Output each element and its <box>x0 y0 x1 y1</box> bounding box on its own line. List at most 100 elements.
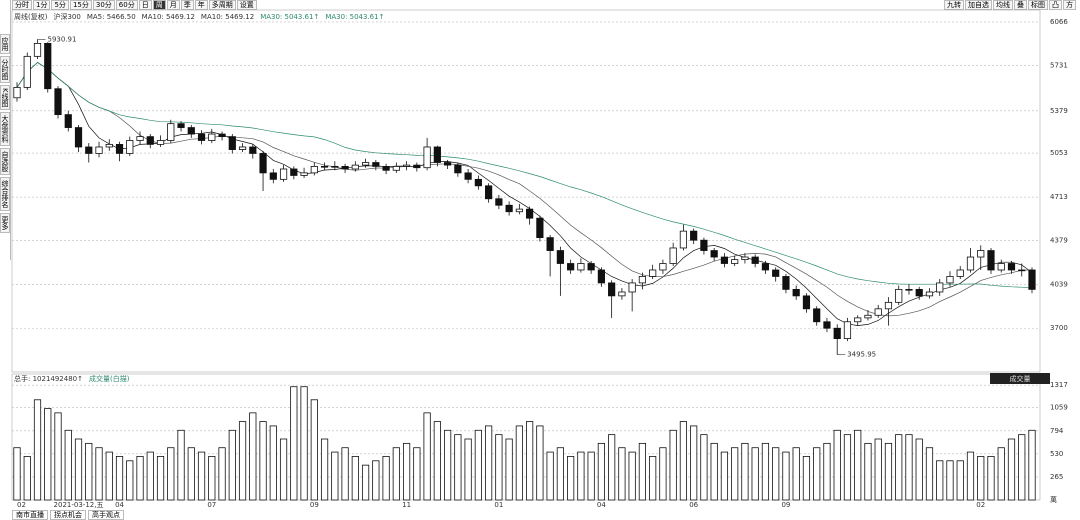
side-tab[interactable]: K线图 <box>0 85 10 110</box>
legend-item: MA10: 5469.12 <box>142 13 195 21</box>
volume-bar <box>320 438 329 501</box>
side-tab[interactable]: 综合排名 <box>0 176 10 211</box>
period-button[interactable]: 周 <box>152 0 166 10</box>
tool-button[interactable]: 标图 <box>1028 0 1048 10</box>
volume-bar <box>813 447 821 501</box>
candle-body <box>659 263 667 271</box>
candle-body <box>13 87 21 99</box>
volume-bar <box>638 442 647 501</box>
side-tab[interactable]: 分时图 <box>0 56 10 83</box>
volume-bar <box>300 386 308 501</box>
tool-button[interactable]: 加自选 <box>965 0 992 10</box>
volume-bar <box>197 451 206 501</box>
volume-bar <box>1007 438 1016 501</box>
period-button[interactable]: 季 <box>180 0 194 10</box>
volume-bar <box>895 434 903 501</box>
volume-bar <box>218 447 226 501</box>
candle-body <box>454 164 462 174</box>
candle-body <box>669 247 677 264</box>
period-button[interactable]: 设置 <box>236 0 257 10</box>
volume-bar <box>833 429 841 501</box>
volume-bar <box>556 447 564 501</box>
volume-bar <box>772 447 780 501</box>
volume-bar <box>884 442 893 501</box>
period-button[interactable]: 日 <box>138 0 152 10</box>
candle-body <box>115 143 124 154</box>
volume-bar <box>649 456 657 501</box>
volume-bar <box>659 447 667 501</box>
period-button[interactable]: 多周期 <box>208 0 236 10</box>
volume-selector[interactable] <box>990 373 1050 384</box>
side-tab[interactable]: 应用 <box>0 34 10 54</box>
candle-body <box>751 256 759 264</box>
candle-body <box>33 43 42 57</box>
volume-bar <box>1028 429 1036 501</box>
period-button[interactable]: 年 <box>194 0 208 10</box>
candle-body <box>433 146 441 163</box>
candle-body <box>310 166 318 174</box>
candle-body <box>228 136 236 150</box>
volume-bar <box>761 442 770 501</box>
candle-body <box>177 123 185 128</box>
volume-bar <box>464 438 472 501</box>
tool-button[interactable]: 九转 <box>944 0 964 10</box>
side-tab[interactable]: 大盘资料 <box>0 111 10 146</box>
volume-bar <box>331 451 339 501</box>
volume-bar <box>228 429 236 501</box>
period-toolbar: 分时 1分 5分 15分 30分 60分日周月季年多周期 设置 <box>12 0 257 10</box>
volume-bar <box>44 408 52 501</box>
candle-body <box>905 288 913 291</box>
y-tick-label: 4039 <box>1050 280 1068 288</box>
volume-bar <box>64 429 72 501</box>
candle-body <box>474 178 482 187</box>
candle-body <box>259 153 267 174</box>
volume-bar <box>310 399 318 501</box>
tool-button[interactable]: 均线 <box>993 0 1013 10</box>
candle-body <box>618 291 626 297</box>
volume-bar <box>679 421 688 501</box>
tool-button[interactable]: 凸 <box>1049 0 1062 10</box>
candle-body <box>874 308 882 316</box>
period-button[interactable]: 1分 <box>33 0 51 10</box>
period-button[interactable]: 60分 <box>115 0 138 10</box>
volume-bar <box>536 425 544 501</box>
tool-button[interactable]: 叠 <box>1014 0 1027 10</box>
candle-body <box>300 172 308 176</box>
volume-bar <box>546 451 554 501</box>
period-button[interactable]: 5分 <box>51 0 69 10</box>
period-button[interactable]: 分时 <box>12 0 32 10</box>
candle-body <box>587 263 595 271</box>
volume-bar <box>874 438 882 501</box>
legend-item: MA5: 5466.50 <box>87 13 136 21</box>
period-button[interactable]: 15分 <box>69 0 92 10</box>
volume-bar <box>915 438 923 501</box>
candle-body <box>833 327 841 339</box>
volume-bar <box>710 442 718 501</box>
volume-bar <box>720 451 729 501</box>
side-tab[interactable]: 自选股 <box>0 147 10 175</box>
y-tick-label: 5379 <box>1050 107 1068 115</box>
period-button[interactable]: 月 <box>166 0 180 10</box>
volume-bar <box>279 438 288 501</box>
volume-tick-label: 794 <box>1050 427 1064 435</box>
candle-body <box>279 168 288 180</box>
tool-button[interactable]: 方 <box>1063 0 1076 10</box>
x-tick-label: 01 <box>494 501 503 509</box>
volume-bar <box>95 447 103 501</box>
side-tab[interactable]: 更多 <box>0 212 10 233</box>
volume-bar <box>485 425 493 501</box>
volume-bar <box>792 447 800 501</box>
candle-body <box>95 146 103 154</box>
period-button[interactable]: 30分 <box>92 0 115 10</box>
candle-body <box>505 204 513 213</box>
candle-body <box>761 263 770 271</box>
volume-bar <box>126 460 134 501</box>
volume-bar <box>1018 434 1026 501</box>
candle-body <box>495 198 503 206</box>
candle-body <box>515 208 523 213</box>
volume-bar <box>444 429 452 501</box>
legend-item: MA30: 5043.61↑ <box>325 13 384 21</box>
candle-body <box>361 162 370 166</box>
candle-body <box>74 127 83 148</box>
